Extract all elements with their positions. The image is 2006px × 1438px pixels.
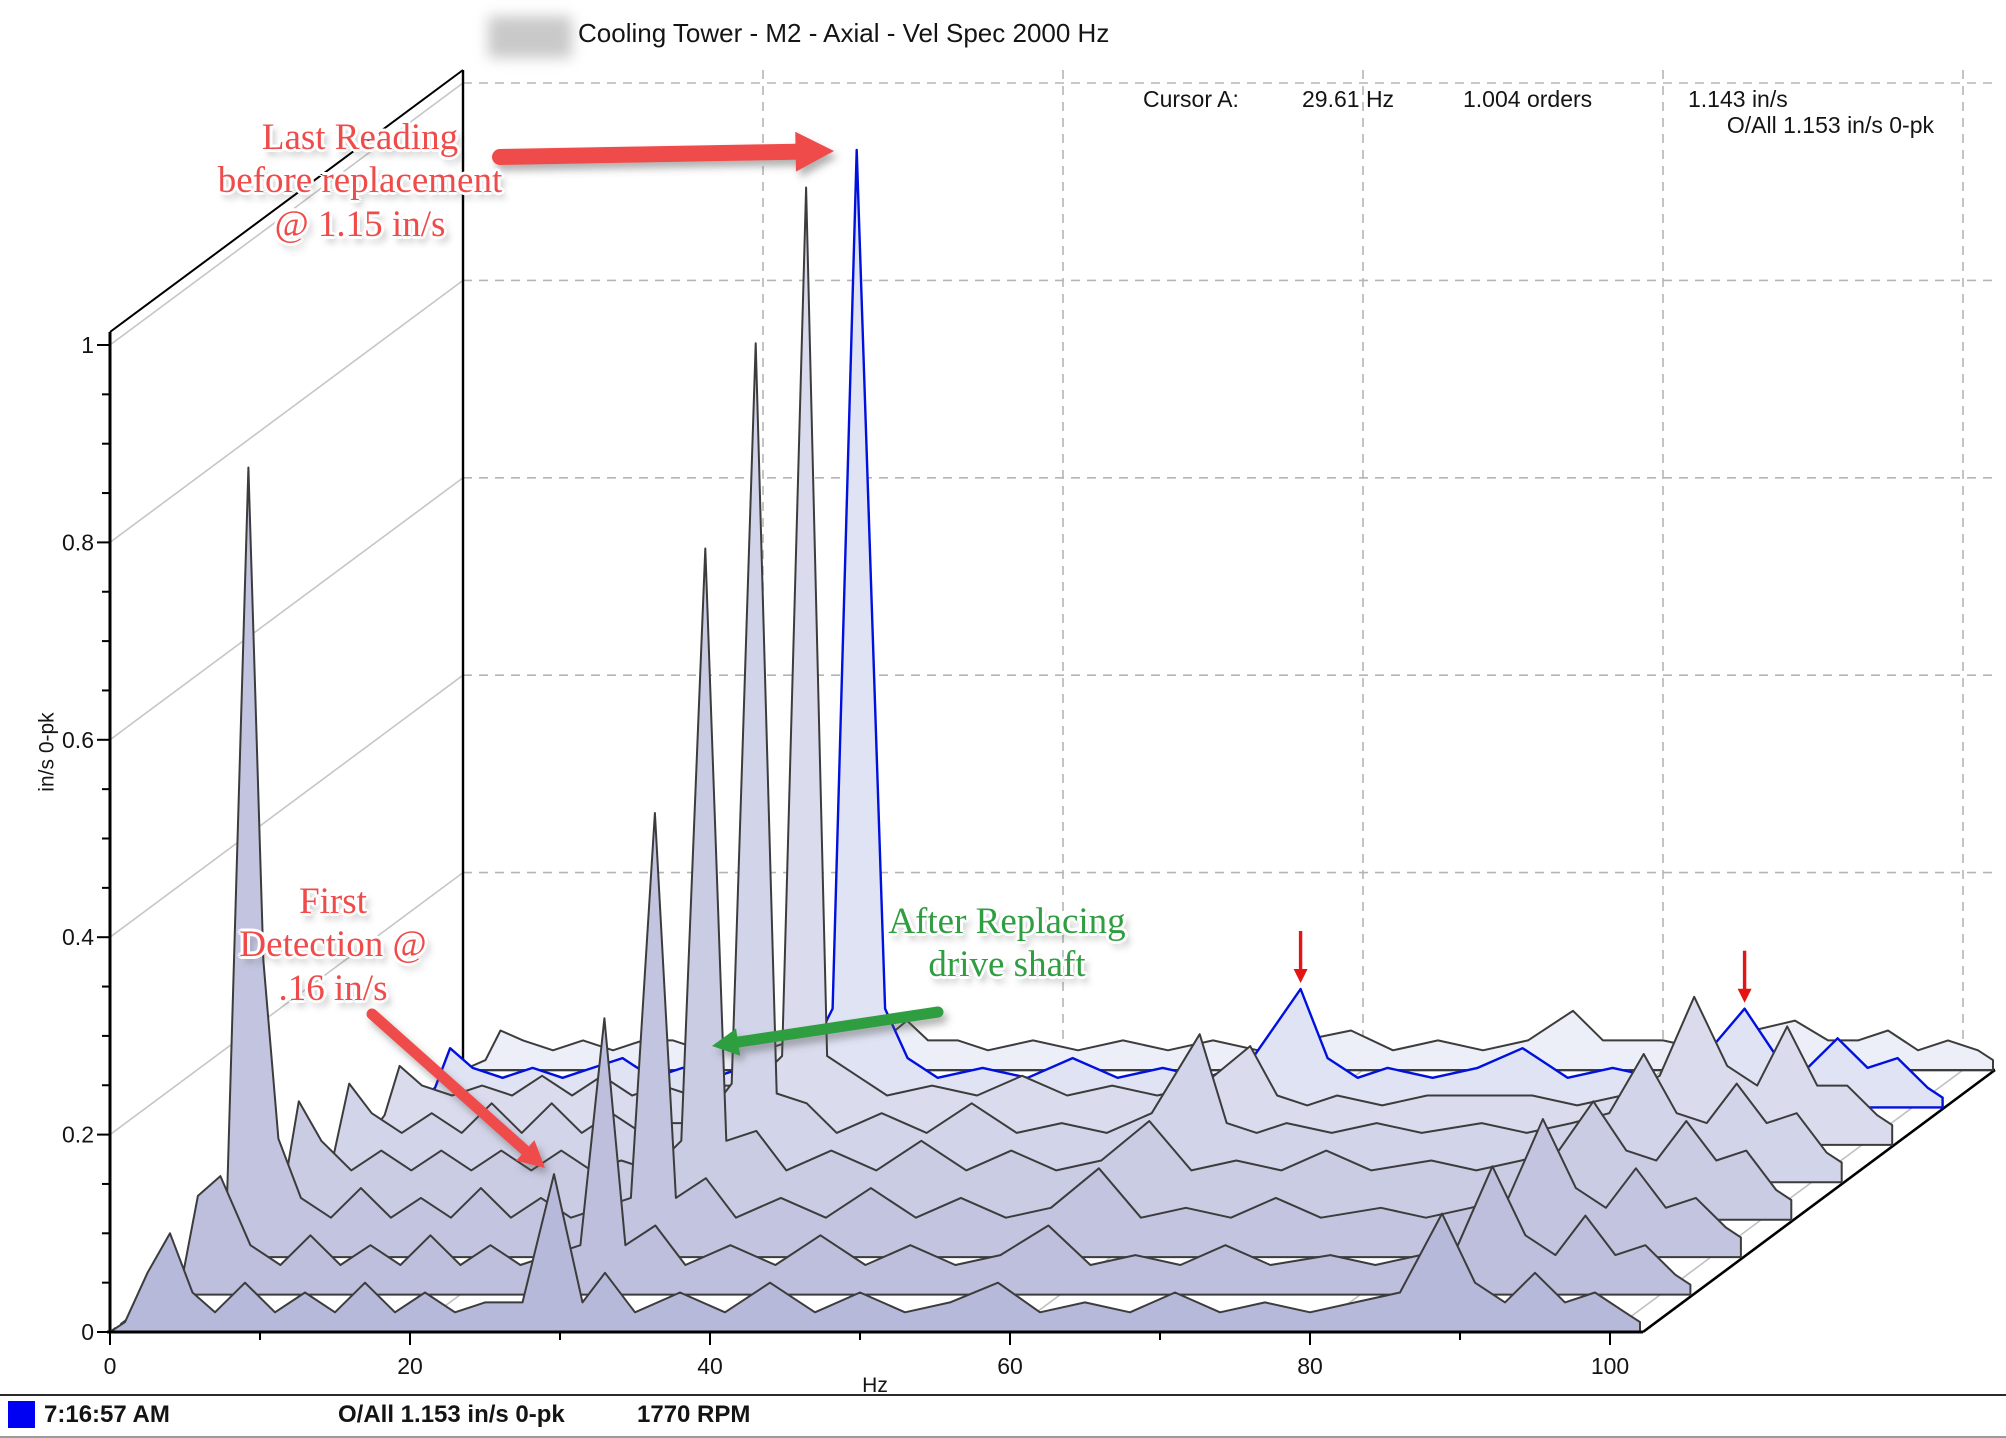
- status-bar[interactable]: 7:16:57 AM O/All 1.153 in/s 0-pk 1770 RP…: [0, 1396, 2006, 1438]
- leftwall-gridline: [109, 279, 464, 544]
- cursor-a-amplitude: 1.143 in/s: [1688, 86, 1788, 112]
- cursor-a-label: Cursor A:: [1143, 86, 1239, 112]
- last-reading-arrow-head: [795, 131, 834, 172]
- trace-color-swatch: [8, 1401, 35, 1428]
- y-tick-label: 0.8: [62, 529, 94, 555]
- annotation-after-replacing: After Replacing drive shaft: [888, 901, 1126, 986]
- y-tick-label: 0.2: [62, 1122, 94, 1148]
- after-replacing-arrow: [712, 1006, 944, 1056]
- x-tick-label: 0: [104, 1353, 117, 1379]
- y-axis-title: in/s 0-pk: [35, 712, 59, 792]
- harmonic-marker-arrowhead[interactable]: [1293, 968, 1308, 983]
- trace-reading-3[interactable]: [209, 466, 1742, 1259]
- x-tick-label: 20: [397, 1353, 423, 1379]
- first-detection-arrow: [366, 1008, 545, 1168]
- trace-reading-6[interactable]: [361, 186, 1894, 1146]
- cursor-a-frequency: 29.61 Hz: [1302, 86, 1395, 112]
- annotation-arrows: [366, 131, 944, 1168]
- after-replacing-arrow-shaft: [732, 1006, 944, 1048]
- page-title: Cooling Tower - M2 - Axial - Vel Spec 20…: [578, 18, 1110, 48]
- spectra-traces[interactable]: [109, 148, 1994, 1333]
- y-tick-label: 0.6: [62, 727, 94, 753]
- after-replacing-arrow-head: [712, 1028, 741, 1056]
- trace-reading-1[interactable]: [109, 1173, 1641, 1333]
- axis-ticks-labels: 0 20 40 60 80 100 Hz 0 0.2 0.4 0.6 0.8 1: [62, 332, 1643, 1397]
- annotation-last-reading: Last Reading before replacement @ 1.15 i…: [217, 117, 503, 245]
- harmonic-cursor-markers[interactable]: [1293, 930, 1752, 1003]
- first-detection-arrow-shaft: [366, 1008, 531, 1156]
- x-tick-label: 80: [1297, 1353, 1323, 1379]
- x-tick-label: 60: [997, 1353, 1023, 1379]
- y-tick-label: 1: [81, 332, 94, 358]
- statusbar-divider: [0, 1394, 2006, 1396]
- harmonic-marker-arrowhead[interactable]: [1737, 988, 1752, 1003]
- redacted-site-name: [488, 16, 572, 58]
- leftwall-top-edge: [109, 69, 464, 333]
- x-axis-title: Hz: [862, 1374, 888, 1397]
- status-overall: O/All 1.153 in/s 0-pk: [338, 1401, 565, 1428]
- leftwall-gridline: [109, 477, 464, 741]
- first-detection-arrow-head: [516, 1140, 545, 1168]
- status-rpm: 1770 RPM: [637, 1401, 751, 1428]
- leftwall-gridline: [109, 871, 464, 1136]
- annotation-first-detection: First Detection @ .16 in/s: [239, 881, 427, 1009]
- leftwall-gridline: [109, 674, 464, 938]
- trace-reading-2[interactable]: [159, 1017, 1692, 1296]
- y-tick-label: 0.4: [62, 924, 94, 950]
- leftwall-gridline: [109, 82, 464, 346]
- overall-level-readout: O/All 1.153 in/s 0-pk: [1726, 112, 1934, 138]
- trace-reading-5[interactable]: [310, 342, 1843, 1184]
- x-tick-label: 100: [1591, 1353, 1629, 1379]
- last-reading-arrow: [492, 131, 834, 172]
- status-time: 7:16:57 AM: [44, 1401, 170, 1428]
- trace-reading-4[interactable]: [260, 547, 1793, 1221]
- cursor-a-orders: 1.004 orders: [1463, 86, 1593, 112]
- y-tick-label: 0: [81, 1319, 94, 1345]
- last-reading-arrow-shaft: [492, 143, 804, 165]
- floor-right-edge: [1642, 1068, 1996, 1334]
- x-tick-label: 40: [697, 1353, 723, 1379]
